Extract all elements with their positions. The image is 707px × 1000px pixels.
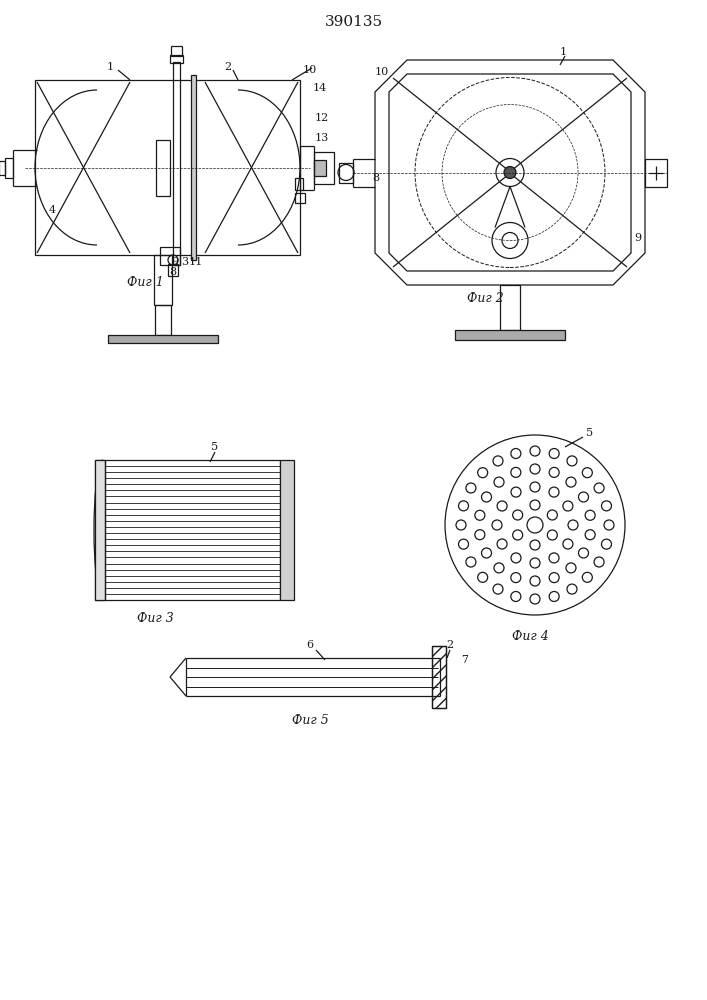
Text: 2: 2 [224, 62, 232, 72]
Bar [171, 46, 182, 56]
Text: Фиг 2: Фиг 2 [467, 292, 503, 304]
Text: 12: 12 [315, 113, 329, 123]
Bar [154, 255, 172, 305]
Text: 11: 11 [189, 257, 203, 267]
Text: Фиг 3: Фиг 3 [136, 611, 173, 624]
Bar [155, 305, 171, 335]
Bar [500, 285, 520, 330]
Bar [5, 157, 13, 178]
Bar [280, 460, 294, 600]
Bar [295, 192, 305, 202]
Bar [295, 178, 303, 190]
Bar [170, 55, 183, 63]
Bar [168, 264, 178, 276]
Text: 7: 7 [462, 655, 469, 665]
Bar [95, 460, 105, 600]
Text: 390135: 390135 [325, 15, 383, 29]
Text: 4: 4 [49, 205, 56, 215]
Text: Фиг 4: Фиг 4 [512, 631, 549, 644]
Text: 5: 5 [586, 428, 594, 438]
Text: 8: 8 [373, 173, 380, 183]
Bar [160, 247, 180, 265]
Bar [156, 139, 170, 196]
Text: 13: 13 [315, 133, 329, 143]
Text: 3: 3 [182, 257, 189, 267]
Text: 1: 1 [559, 47, 566, 57]
Bar [108, 335, 218, 343]
Bar [35, 80, 300, 255]
Text: 8: 8 [170, 267, 177, 277]
Text: Фиг 5: Фиг 5 [291, 714, 328, 726]
Bar [314, 159, 326, 176]
Circle shape [504, 166, 516, 178]
Text: 6: 6 [306, 640, 314, 650]
Text: 1: 1 [107, 62, 114, 72]
Text: 2: 2 [446, 640, 454, 650]
Bar [339, 162, 353, 182]
Bar [314, 151, 334, 184]
Bar [173, 62, 180, 265]
Bar [455, 330, 565, 340]
Text: 9: 9 [634, 233, 641, 243]
Bar [191, 75, 196, 260]
Text: 14: 14 [313, 83, 327, 93]
Bar [432, 646, 446, 708]
Text: Фиг 1: Фиг 1 [127, 276, 163, 290]
Text: 9: 9 [171, 257, 179, 267]
Text: 10: 10 [375, 67, 389, 77]
Text: 10: 10 [303, 65, 317, 75]
Bar [0, 160, 5, 174]
Bar [645, 158, 667, 186]
Bar [95, 460, 280, 600]
Text: 5: 5 [211, 442, 218, 452]
